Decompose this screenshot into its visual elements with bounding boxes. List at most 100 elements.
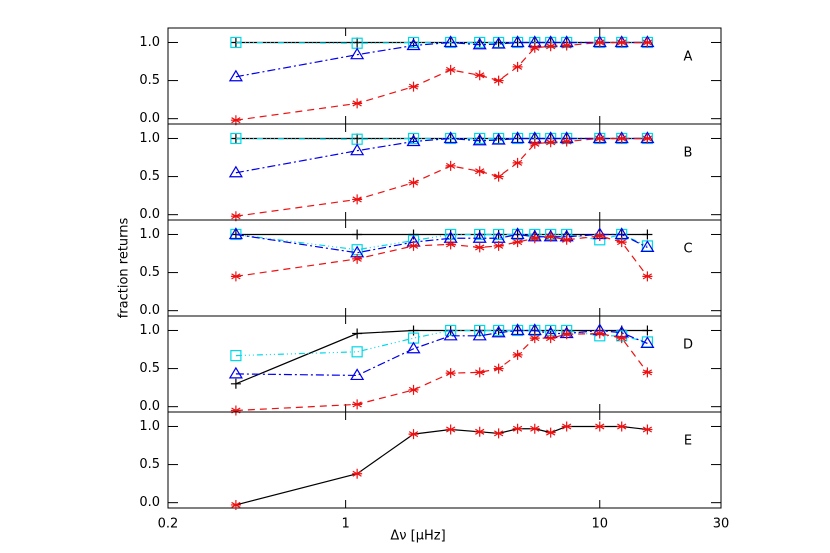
- marker-shape: [472, 37, 487, 50]
- data-point: [545, 333, 556, 344]
- series-line: [235, 41, 648, 121]
- marker-shape: [594, 231, 605, 241]
- y-tick-label: 0.0: [139, 303, 160, 318]
- marker-shape: [352, 253, 363, 264]
- marker-shape: [545, 427, 556, 438]
- x-tick-label: 10: [591, 517, 608, 532]
- data-point: [228, 165, 243, 178]
- data-point: [407, 36, 420, 49]
- marker-shape: [474, 228, 486, 241]
- marker-shape: [228, 69, 243, 82]
- series-line: [235, 41, 648, 44]
- marker-shape: [594, 421, 605, 432]
- marker-shape: [474, 132, 486, 145]
- data-point: [642, 37, 653, 48]
- y-tick-label: 0.5: [139, 73, 160, 88]
- marker-shape: [529, 138, 540, 149]
- data-point: [474, 70, 485, 81]
- data-point: [230, 271, 241, 282]
- data-point: [408, 81, 419, 92]
- marker-shape: [561, 421, 572, 432]
- data-point: [408, 177, 419, 188]
- data-point: [493, 428, 504, 439]
- data-point: [561, 234, 572, 245]
- data-point: [529, 138, 540, 149]
- data-point: [616, 133, 627, 144]
- data-point: [474, 242, 485, 253]
- marker-shape: [594, 328, 605, 339]
- data-point: [445, 64, 456, 75]
- data-point: [594, 421, 605, 432]
- data-point: [352, 229, 363, 240]
- series-line: [235, 332, 648, 412]
- data-point: [512, 237, 523, 248]
- marker-shape: [408, 81, 419, 92]
- data-point: [493, 324, 505, 337]
- marker-shape: [545, 41, 556, 52]
- data-point: [472, 37, 487, 50]
- data-point: [406, 38, 421, 51]
- marker-shape: [228, 227, 243, 240]
- data-point: [228, 366, 243, 379]
- marker-shape: [352, 133, 363, 144]
- series-line: [235, 235, 648, 277]
- data-point: [594, 328, 605, 339]
- marker-shape: [230, 36, 242, 49]
- marker-shape: [352, 229, 363, 240]
- data-point: [474, 228, 486, 241]
- data-point: [491, 325, 506, 338]
- series-line: [235, 425, 648, 506]
- marker-shape: [545, 231, 556, 242]
- data-point: [407, 132, 420, 145]
- marker-shape: [510, 131, 525, 144]
- data-point: [594, 231, 605, 241]
- marker-shape: [406, 38, 421, 51]
- data-point: [352, 194, 363, 205]
- marker-shape: [445, 64, 456, 75]
- data-point: [474, 36, 486, 49]
- marker-shape: [474, 36, 486, 49]
- data-point: [230, 378, 241, 389]
- marker-shape: [474, 70, 485, 81]
- data-point: [228, 69, 243, 82]
- marker-shape: [472, 133, 487, 146]
- data-point: [230, 350, 242, 362]
- marker-shape: [350, 368, 365, 381]
- data-point: [561, 329, 572, 340]
- marker-shape: [351, 346, 363, 358]
- data-point: [616, 237, 627, 248]
- data-point: [493, 228, 505, 241]
- marker-shape: [561, 329, 572, 340]
- panel-label: C: [683, 241, 692, 256]
- marker-shape: [642, 133, 653, 144]
- data-point: [443, 328, 458, 341]
- panel-label: B: [684, 145, 693, 160]
- data-point: [640, 336, 655, 349]
- marker-shape: [545, 333, 556, 344]
- data-point: [408, 384, 419, 395]
- marker-shape: [408, 384, 419, 395]
- marker-shape: [443, 328, 458, 341]
- y-tick-label: 0.5: [139, 265, 160, 280]
- data-point: [406, 134, 421, 147]
- marker-shape: [512, 157, 523, 168]
- marker-shape: [491, 325, 506, 338]
- marker-shape: [512, 349, 523, 360]
- marker-shape: [642, 325, 653, 336]
- marker-shape: [642, 229, 653, 240]
- marker-shape: [407, 36, 420, 49]
- marker-shape: [642, 271, 653, 282]
- data-point: [474, 426, 485, 437]
- y-axis-label: fraction returns: [117, 217, 132, 318]
- data-point: [512, 423, 523, 434]
- marker-shape: [230, 405, 241, 416]
- y-tick-label: 0.0: [139, 495, 160, 510]
- marker-shape: [561, 136, 572, 147]
- y-tick-label: 1.0: [139, 323, 160, 338]
- marker-shape: [408, 229, 419, 240]
- marker-shape: [445, 160, 456, 171]
- marker-shape: [474, 242, 485, 253]
- data-point: [512, 61, 523, 72]
- data-point: [408, 229, 419, 240]
- marker-shape: [642, 367, 653, 378]
